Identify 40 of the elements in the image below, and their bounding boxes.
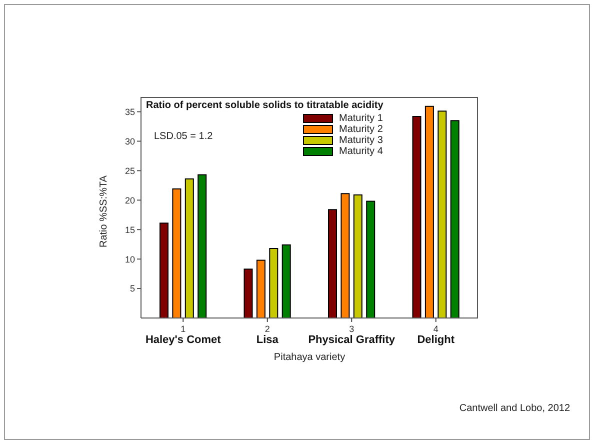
y-tick-label: 30 bbox=[124, 136, 135, 146]
bar bbox=[438, 110, 447, 318]
bar bbox=[340, 193, 350, 318]
y-tick-label: 5 bbox=[130, 284, 135, 294]
bar bbox=[282, 244, 291, 318]
bar bbox=[328, 209, 337, 318]
bar bbox=[353, 194, 362, 318]
annotation: LSD.05 = 1.2 bbox=[154, 131, 213, 142]
text: Delight bbox=[417, 334, 455, 346]
bar bbox=[450, 120, 460, 318]
x-tick-label: 1 bbox=[180, 324, 186, 334]
y-tick-label: 20 bbox=[124, 195, 135, 206]
y-tick-label: 15 bbox=[124, 224, 135, 235]
bar bbox=[256, 260, 266, 318]
bar bbox=[160, 222, 168, 318]
bar bbox=[269, 248, 278, 318]
y-tick-label: 10 bbox=[124, 254, 135, 264]
x-axis-title: Pitahaya variety bbox=[274, 352, 346, 363]
bar bbox=[172, 188, 182, 318]
x-tick-label: 4 bbox=[433, 324, 438, 334]
legend-label: Maturity 3 bbox=[338, 135, 383, 146]
chart-title: Ratio of percent soluble solids to titratable acidity bbox=[146, 100, 384, 111]
bar bbox=[366, 200, 376, 318]
y-axis-title: Ratio %SS:%TA bbox=[98, 175, 110, 248]
y-tick-label: 35 bbox=[124, 106, 135, 117]
y-tick-label: 25 bbox=[124, 166, 135, 176]
bar bbox=[184, 178, 194, 318]
legend-label: Maturity 4 bbox=[338, 146, 383, 157]
text: Cantwell and Lobo, 2012 bbox=[459, 403, 570, 414]
x-tick-label: 3 bbox=[349, 324, 354, 334]
bar bbox=[424, 106, 434, 318]
text: Physical Graffity bbox=[308, 334, 396, 346]
text: Haley's Comet bbox=[145, 334, 222, 346]
legend-label: Maturity 2 bbox=[338, 124, 383, 135]
x-tick-label: 2 bbox=[264, 324, 270, 334]
bar bbox=[412, 116, 422, 318]
bar bbox=[198, 174, 207, 318]
bar bbox=[244, 268, 253, 318]
text: Lisa bbox=[256, 334, 280, 346]
legend-label: Maturity 1 bbox=[338, 113, 383, 124]
